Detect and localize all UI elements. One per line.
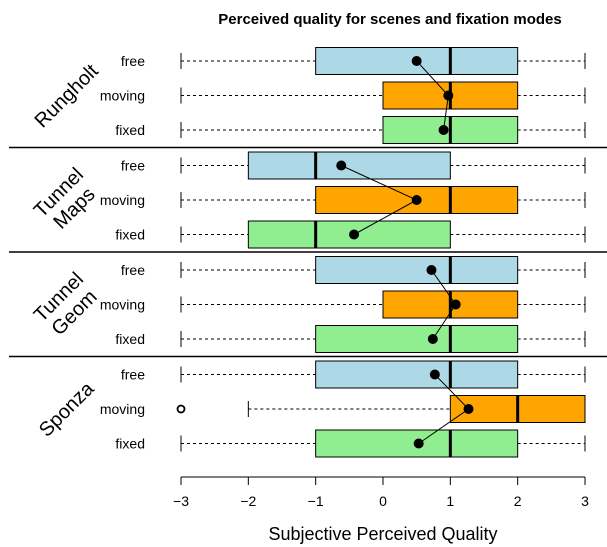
- box-row: free: [121, 360, 586, 389]
- box-row: moving: [100, 395, 586, 423]
- x-axis: −3 −2 −1 0 1 2 3: [173, 476, 589, 509]
- mode-label: moving: [100, 192, 145, 208]
- mode-label: moving: [100, 401, 145, 417]
- mode-label: free: [121, 53, 145, 69]
- mode-label: fixed: [115, 227, 145, 243]
- mean-point: [463, 404, 474, 414]
- mean-point: [450, 299, 461, 310]
- mean-point: [438, 125, 449, 135]
- scene-label: Rungholt: [31, 60, 103, 132]
- scene-label-line: Sponza: [35, 377, 99, 441]
- scene-group: free moving fixed Sponza: [35, 360, 586, 458]
- mode-label: moving: [100, 88, 145, 104]
- x-tick-label: −1: [308, 493, 324, 509]
- scene-group: free moving fixed TunnelGeom: [30, 256, 586, 353]
- mean-point: [411, 56, 422, 66]
- x-tick-label: 1: [446, 493, 454, 509]
- outlier-point: [176, 404, 186, 414]
- scene-label: TunnelGeom: [30, 268, 104, 342]
- mode-label: free: [121, 367, 145, 383]
- box-row: fixed: [115, 116, 586, 144]
- scene-group: free moving fixed Rungholt: [31, 47, 586, 144]
- mean-point: [426, 265, 437, 275]
- mean-point: [427, 334, 438, 344]
- mode-label: moving: [100, 297, 145, 313]
- scene-label: Sponza: [35, 377, 99, 441]
- mode-label: fixed: [115, 436, 145, 452]
- scene-label-line: Rungholt: [31, 60, 103, 132]
- mean-point: [429, 369, 440, 380]
- mode-label: free: [121, 262, 145, 278]
- scene-label: TunnelMaps: [30, 164, 104, 238]
- mean-point: [336, 160, 347, 171]
- box-row: free: [121, 256, 586, 284]
- iqr-box: [315, 325, 519, 353]
- box-row: free: [121, 151, 586, 180]
- chart-title: Perceived quality for scenes and fixatio…: [218, 11, 561, 28]
- plot-area: free moving fixed Rungholt free moving fixed Tu…: [9, 47, 607, 458]
- x-tick-label: 2: [514, 493, 522, 509]
- mean-point: [411, 195, 422, 205]
- box-row: fixed: [115, 429, 586, 458]
- mode-label: fixed: [115, 331, 145, 347]
- mode-label: free: [121, 158, 145, 174]
- mode-label: fixed: [115, 122, 145, 138]
- box-row: moving: [100, 290, 586, 319]
- box-row: moving: [100, 81, 586, 110]
- box-row: free: [121, 47, 586, 75]
- mean-point: [443, 90, 454, 101]
- scene-group: free moving fixed TunnelMaps: [30, 151, 586, 249]
- x-tick-label: 0: [379, 493, 387, 509]
- iqr-box: [247, 151, 451, 180]
- iqr-box: [315, 256, 519, 284]
- x-tick-label: 3: [581, 493, 589, 509]
- x-tick-label: −2: [240, 493, 256, 509]
- box-row: fixed: [115, 325, 586, 353]
- mean-point: [413, 438, 424, 449]
- mean-point: [349, 229, 360, 240]
- iqr-box: [315, 360, 519, 389]
- x-tick-label: −3: [173, 493, 189, 509]
- x-axis-label: Subjective Perceived Quality: [268, 524, 497, 544]
- box-row: moving: [100, 186, 586, 214]
